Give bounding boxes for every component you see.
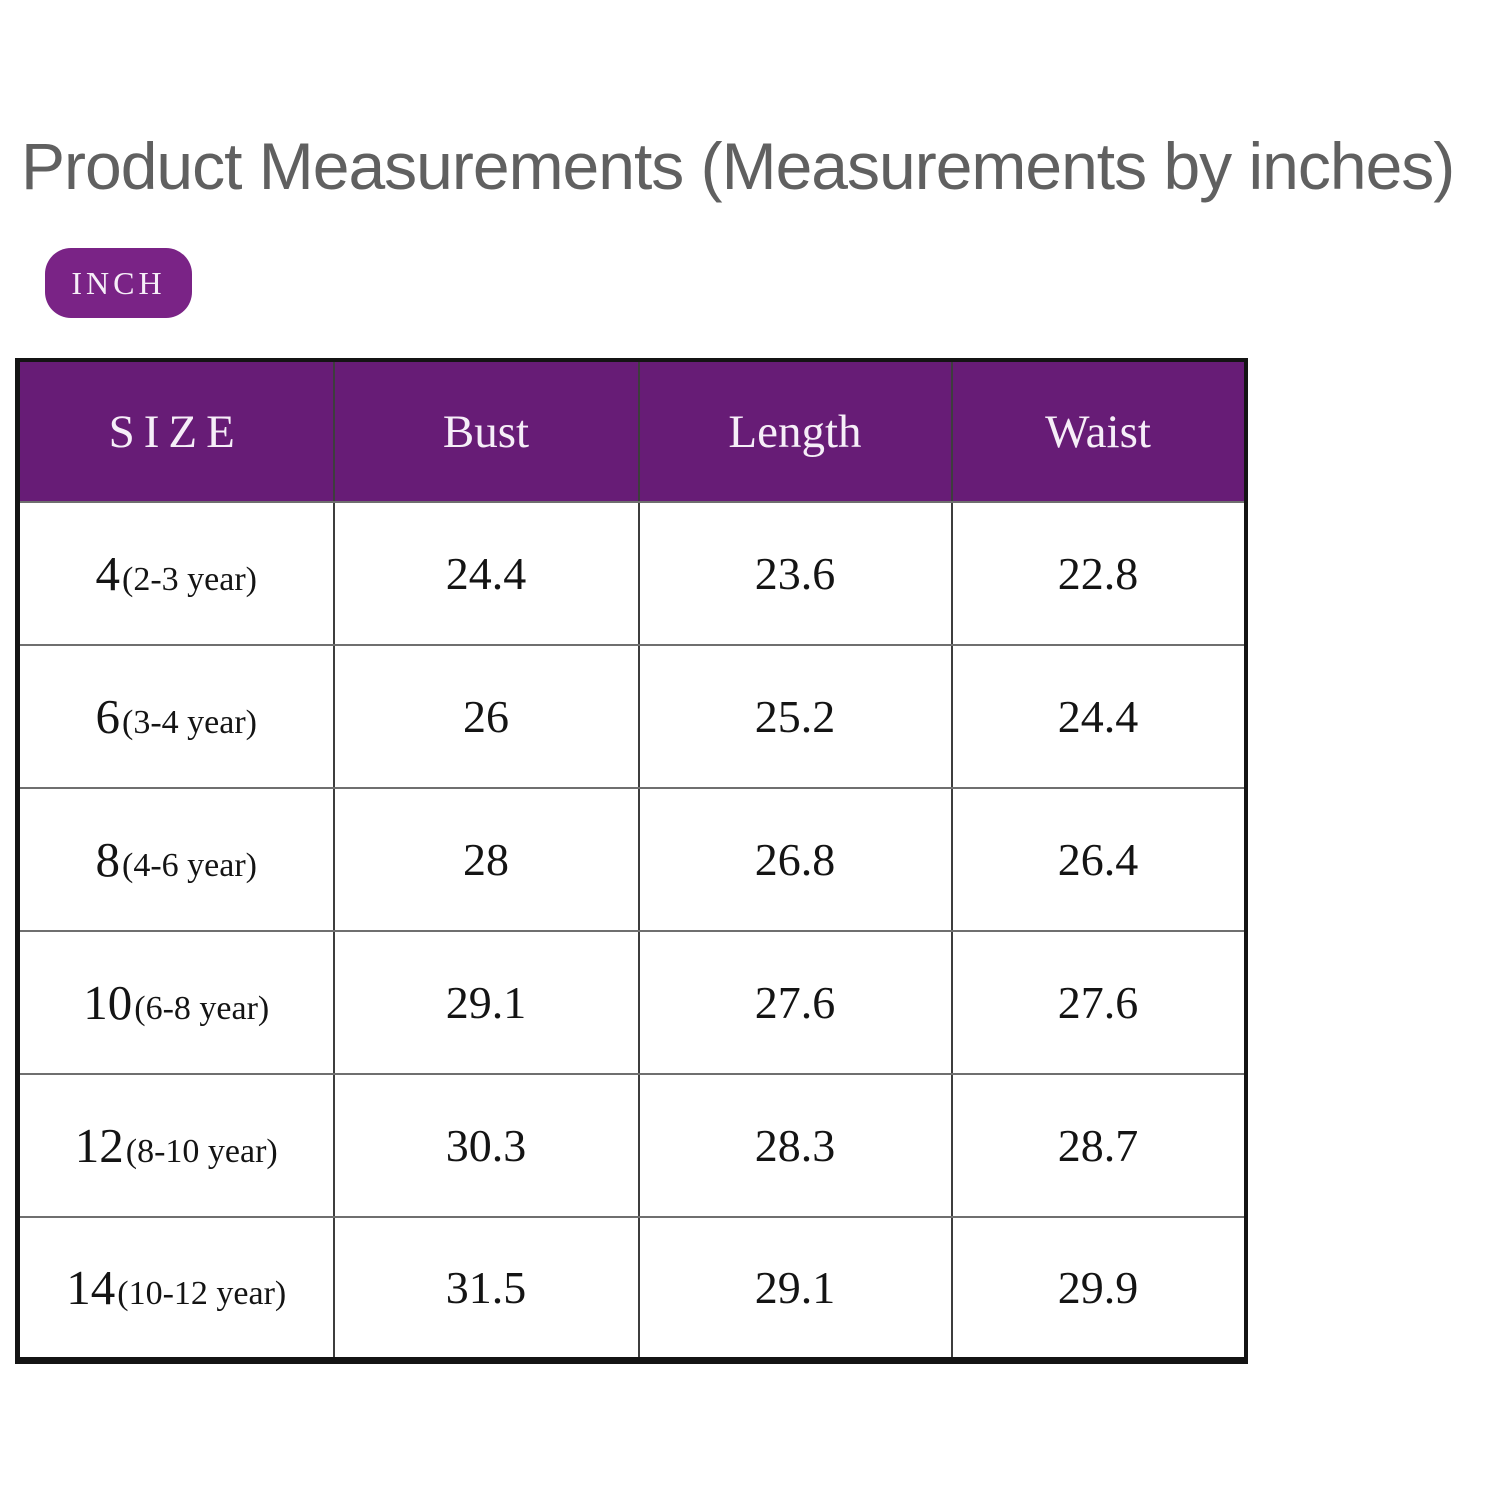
waist-cell: 28.7 — [950, 1073, 1247, 1218]
table-row: 8(4-6 year) 28 26.8 26.4 — [16, 787, 1247, 932]
waist-cell: 26.4 — [950, 787, 1247, 932]
size-number: 12 — [74, 1118, 124, 1173]
size-age-range: (8-10 year) — [125, 1133, 278, 1170]
size-age-range: (3-4 year) — [122, 704, 257, 741]
size-number: 8 — [95, 832, 121, 887]
size-cell: 6(3-4 year) — [16, 644, 335, 789]
bust-cell: 26 — [332, 644, 640, 789]
table-row: 4(2-3 year) 24.4 23.6 22.8 — [16, 501, 1247, 646]
size-number: 10 — [83, 975, 133, 1030]
table-row: 6(3-4 year) 26 25.2 24.4 — [16, 644, 1247, 789]
size-cell: 10(6-8 year) — [16, 930, 335, 1075]
table-row: 14(10-12 year) 31.5 29.1 29.9 — [16, 1216, 1247, 1361]
waist-cell: 24.4 — [950, 644, 1247, 789]
size-number: 4 — [95, 546, 121, 601]
size-cell: 12(8-10 year) — [16, 1073, 335, 1218]
size-age-range: (6-8 year) — [134, 990, 270, 1027]
length-cell: 23.6 — [637, 501, 953, 646]
unit-toggle-inch[interactable]: INCH — [45, 248, 192, 318]
length-cell: 26.8 — [637, 787, 953, 932]
column-header-waist: Waist — [950, 359, 1247, 503]
bust-cell: 30.3 — [332, 1073, 640, 1218]
size-cell: 8(4-6 year) — [16, 787, 335, 932]
measurements-table: SIZE Bust Length Waist 4(2-3 year) 24.4 … — [15, 358, 1248, 1364]
bust-cell: 24.4 — [332, 501, 640, 646]
size-age-range: (4-6 year) — [122, 847, 257, 884]
table-header-row: SIZE Bust Length Waist — [16, 359, 1247, 503]
waist-cell: 29.9 — [950, 1216, 1247, 1361]
column-header-length: Length — [637, 359, 953, 503]
length-cell: 28.3 — [637, 1073, 953, 1218]
length-cell: 29.1 — [637, 1216, 953, 1361]
bust-cell: 31.5 — [332, 1216, 640, 1361]
waist-cell: 22.8 — [950, 501, 1247, 646]
size-cell: 4(2-3 year) — [16, 501, 335, 646]
column-header-bust: Bust — [332, 359, 640, 503]
bust-cell: 28 — [332, 787, 640, 932]
length-cell: 27.6 — [637, 930, 953, 1075]
bust-cell: 29.1 — [332, 930, 640, 1075]
size-cell: 14(10-12 year) — [16, 1216, 335, 1361]
length-cell: 25.2 — [637, 644, 953, 789]
size-age-range: (10-12 year) — [117, 1274, 287, 1312]
unit-badge-label: INCH — [71, 264, 166, 301]
column-header-size: SIZE — [16, 359, 335, 503]
size-number: 6 — [95, 689, 121, 744]
size-age-range: (2-3 year) — [122, 561, 257, 598]
table-row: 10(6-8 year) 29.1 27.6 27.6 — [16, 930, 1247, 1075]
size-number: 14 — [66, 1259, 116, 1315]
waist-cell: 27.6 — [950, 930, 1247, 1075]
table-row: 12(8-10 year) 30.3 28.3 28.7 — [16, 1073, 1247, 1218]
page-title: Product Measurements (Measurements by in… — [21, 129, 1455, 203]
